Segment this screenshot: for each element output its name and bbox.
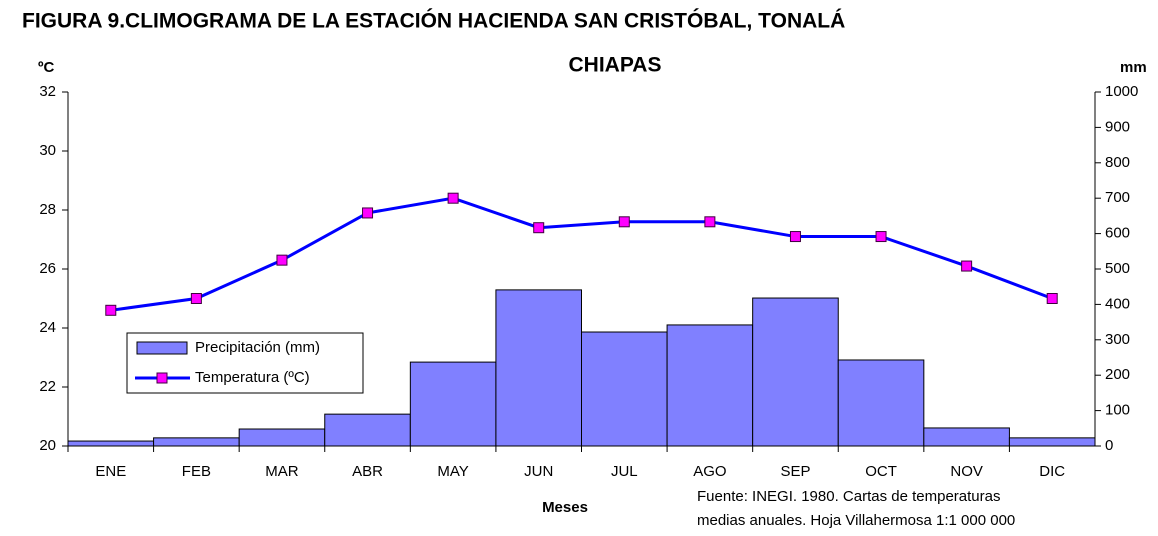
x-tick-label: DIC xyxy=(1039,463,1065,480)
x-tick-label: JUN xyxy=(524,463,553,480)
bar xyxy=(923,427,1010,447)
marker xyxy=(961,260,973,272)
y2-tick-label: 1000 xyxy=(1105,83,1138,100)
bar xyxy=(837,359,925,447)
legend-label: Precipitación (mm) xyxy=(195,339,320,356)
y2-tick-label: 100 xyxy=(1105,402,1130,419)
legend-marker xyxy=(156,372,168,384)
chart-title: CHIAPAS xyxy=(569,54,662,77)
marker xyxy=(362,207,374,219)
y2-tick-label: 500 xyxy=(1105,260,1130,277)
y-tick-label: 32 xyxy=(39,83,56,100)
bar xyxy=(752,297,839,447)
legend-swatch xyxy=(136,341,188,355)
y-axis-label: ºC xyxy=(38,59,54,76)
y2-tick-label: 600 xyxy=(1105,225,1130,242)
bar xyxy=(153,437,240,447)
marker xyxy=(190,293,202,304)
marker xyxy=(789,231,801,243)
x-axis-label: Meses xyxy=(542,499,588,516)
y2-tick-label: 0 xyxy=(1105,437,1113,454)
x-tick-label: MAY xyxy=(437,463,468,480)
x-tick-label: MAR xyxy=(265,463,299,480)
chart-title: FIGURA 9.CLIMOGRAMA DE LA ESTACIÓN HACIE… xyxy=(22,9,845,33)
marker xyxy=(704,216,716,228)
marker xyxy=(1046,293,1058,304)
source-note: Fuente: INEGI. 1980. Cartas de temperatu… xyxy=(697,488,1001,505)
bar xyxy=(238,428,326,447)
bar xyxy=(581,331,668,447)
y-tick-label: 22 xyxy=(39,378,56,395)
y-tick-label: 28 xyxy=(39,201,56,218)
y2-tick-label: 300 xyxy=(1105,331,1130,348)
bar xyxy=(495,289,582,447)
legend-label: Temperatura (ºC) xyxy=(195,369,310,386)
marker xyxy=(105,304,117,316)
y-tick-label: 26 xyxy=(39,260,56,277)
marker xyxy=(875,231,887,243)
y2-tick-label: 700 xyxy=(1105,189,1130,206)
bar xyxy=(409,361,497,447)
x-tick-label: OCT xyxy=(865,463,897,480)
y2-axis-label: mm xyxy=(1120,59,1147,76)
y2-tick-label: 800 xyxy=(1105,154,1130,171)
x-tick-label: ENE xyxy=(95,463,126,480)
temperature-line xyxy=(110,196,1053,312)
x-tick-label: NOV xyxy=(950,463,983,480)
source-note: medias anuales. Hoja Villahermosa 1:1 00… xyxy=(697,512,1015,529)
y2-tick-label: 400 xyxy=(1105,295,1130,312)
bar xyxy=(666,324,754,447)
bar xyxy=(67,440,155,447)
y2-tick-label: 200 xyxy=(1105,366,1130,383)
x-tick-label: SEP xyxy=(780,463,810,480)
y-tick-label: 24 xyxy=(39,319,56,336)
bar xyxy=(1008,437,1096,447)
marker xyxy=(276,254,288,266)
marker xyxy=(533,222,545,234)
y2-tick-label: 900 xyxy=(1105,118,1130,135)
x-tick-label: FEB xyxy=(182,463,211,480)
marker xyxy=(618,216,630,228)
x-tick-label: JUL xyxy=(611,463,638,480)
bar xyxy=(324,413,411,447)
marker xyxy=(447,192,459,204)
y-tick-label: 30 xyxy=(39,142,56,159)
x-tick-label: ABR xyxy=(352,463,383,480)
x-tick-label: AGO xyxy=(693,463,726,480)
y-tick-label: 20 xyxy=(39,437,56,454)
